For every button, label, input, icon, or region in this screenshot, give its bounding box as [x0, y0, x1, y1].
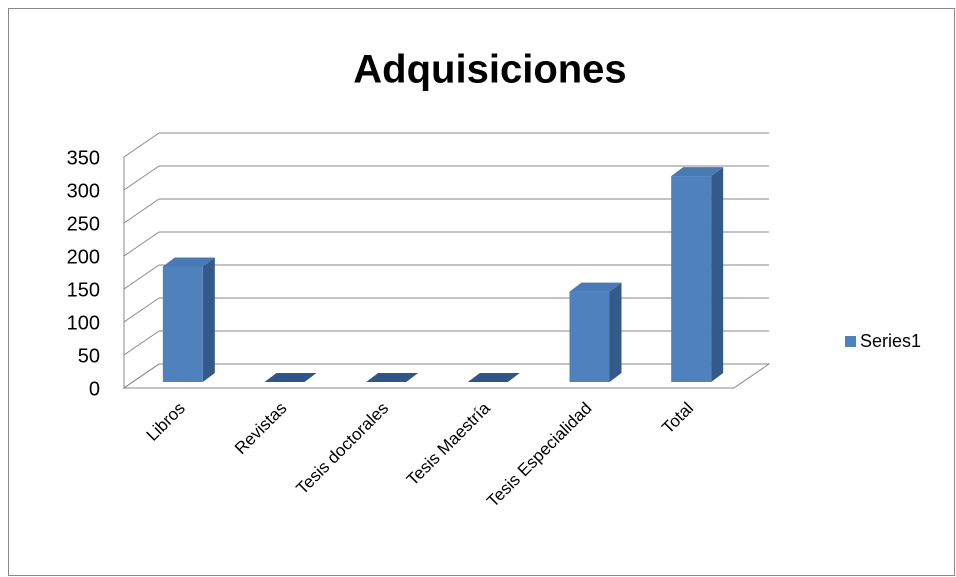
grid-line: [123, 264, 160, 290]
bar-top: [366, 373, 419, 382]
y-tick-label: 100: [67, 312, 100, 334]
chart-title: Adquisiciones: [353, 48, 626, 92]
grid-line: [123, 231, 160, 257]
y-tick-label: 200: [67, 246, 100, 268]
y-tick-label: 0: [89, 378, 100, 400]
grid-line: [123, 198, 160, 224]
y-tick-label: 50: [78, 345, 100, 367]
bar-top: [162, 257, 215, 267]
legend-label: Series1: [860, 331, 921, 351]
bar: [162, 266, 203, 382]
bar-top: [467, 373, 520, 382]
y-tick-label: 150: [67, 279, 100, 301]
bar: [671, 176, 712, 382]
grid-line: [123, 363, 160, 389]
bar-top: [569, 282, 622, 292]
bar-top: [264, 373, 317, 382]
legend-swatch: [845, 336, 856, 347]
chart-border: [8, 8, 955, 576]
bar-side: [202, 257, 215, 382]
grid-line: [123, 165, 160, 191]
bar-side: [609, 282, 622, 382]
y-tick-label: 250: [67, 213, 100, 235]
bar-side: [711, 167, 724, 382]
y-tick-label: 350: [67, 147, 100, 169]
grid-line: [123, 330, 160, 356]
grid-line: [123, 297, 160, 323]
bar: [569, 291, 610, 382]
y-tick-label: 300: [67, 180, 100, 202]
grid-line: [123, 132, 160, 158]
bar-top: [671, 167, 724, 177]
